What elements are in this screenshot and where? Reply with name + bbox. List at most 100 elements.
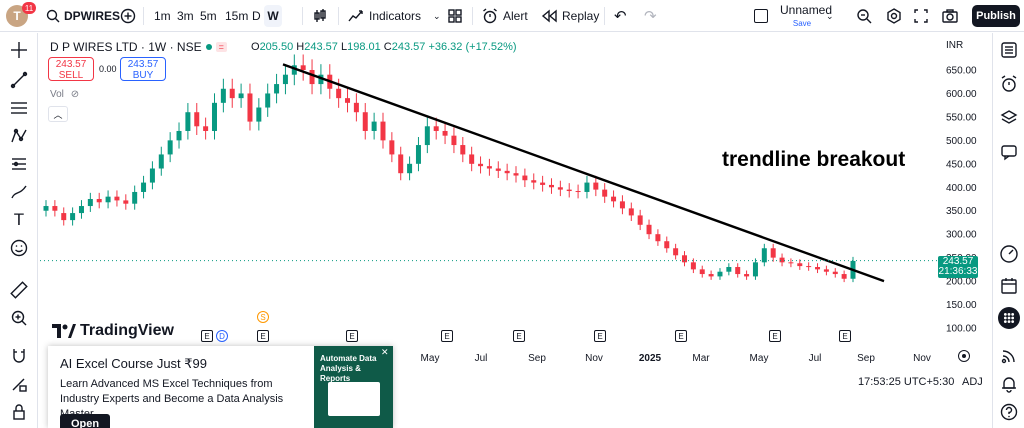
currency-label[interactable]: INR [946,40,964,51]
emoji-tool[interactable] [8,237,30,259]
fullscreen-button[interactable] [914,0,928,32]
ad-open-button[interactable]: Open [60,414,110,428]
streams-button[interactable] [998,345,1020,367]
time-tick-label: Sep [857,353,875,364]
ad-image[interactable]: Automate Data Analysis & Reports [314,346,393,428]
alert-button[interactable]: Alert [482,0,528,32]
plus-circle-icon [120,8,136,24]
undo-icon: ↶ [614,8,627,25]
symbol-legend[interactable]: D P WIRES LTD · 1W · NSE = [50,40,227,54]
interval-w[interactable]: W [264,5,282,27]
help-icon [1000,403,1018,421]
split-marker[interactable]: S [257,311,269,323]
pattern-tool[interactable] [8,125,30,147]
ruler-tool[interactable] [8,279,30,301]
ad-close-icon[interactable]: ✕ [381,347,389,357]
tradingview-logo[interactable]: TradingView [52,322,174,340]
collapse-legend-button[interactable]: ︿ [48,106,68,122]
candle-body [761,248,767,263]
clock-timezone[interactable]: 17:53:25 UTC+5:30 [858,376,955,388]
calendar-button[interactable] [998,275,1020,297]
candle-body [699,269,705,275]
checkbox-icon [754,9,768,23]
layers-button[interactable] [998,107,1020,129]
trendline-tool[interactable] [8,69,30,91]
price-tick-label: 650.00 [946,66,977,77]
sponsored-ad[interactable]: AI Excel Course Just ₹99 Learn Advanced … [48,346,393,428]
candle-body [637,215,643,225]
interval-3m[interactable]: 3m [177,9,194,23]
volume-legend[interactable]: Vol ⊘ [50,89,79,100]
lock-drawing-tool[interactable] [8,373,30,395]
buy-button[interactable]: 243.57 BUY [120,57,166,81]
earnings-marker[interactable]: E [594,330,606,342]
candle-body [61,213,67,221]
layout-checkbox[interactable] [754,0,768,32]
eye-slash-icon[interactable]: ⊘ [70,89,80,100]
measure-tool[interactable] [8,153,30,175]
zoom-tool[interactable] [8,307,30,329]
redo-icon: ↷ [644,8,657,25]
undo-button[interactable]: ↶ [614,0,627,32]
low-label: L [340,41,348,53]
interval-15m[interactable]: 15m [225,9,249,23]
earnings-marker[interactable]: E [257,330,269,342]
layout-save-status: Save [792,19,812,28]
brush-tool[interactable] [8,181,30,203]
interval-d[interactable]: D [252,9,261,23]
publish-button[interactable]: Publish [972,5,1020,27]
lock-tool[interactable] [8,401,30,423]
earnings-marker[interactable]: E [675,330,687,342]
chart-annotation-text[interactable]: trendline breakout [722,148,906,171]
indicators-button[interactable]: Indicators ⌄ [348,0,441,32]
layouts-button[interactable] [448,0,462,32]
redo-button[interactable]: ↷ [644,0,657,32]
interval-5m[interactable]: 5m [200,9,217,23]
sell-button[interactable]: 243.57 SELL [48,57,94,81]
candle-body [353,102,359,113]
settings-button[interactable] [886,0,902,32]
adj-toggle[interactable]: ADJ [962,376,983,388]
earnings-marker[interactable]: E [201,330,213,342]
earnings-marker[interactable]: E [346,330,358,342]
earnings-marker[interactable]: E [513,330,525,342]
earnings-marker[interactable]: E [441,330,453,342]
right-toolbar [992,33,1024,428]
snapshot-button[interactable] [942,0,958,32]
candle-body [557,187,563,190]
chart-type-button[interactable] [312,0,328,32]
performance-button[interactable] [998,243,1020,265]
earnings-marker[interactable]: E [769,330,781,342]
candle-body [841,274,847,279]
text-tool[interactable]: T [8,209,30,231]
candle-body [70,213,76,221]
axis-settings-button[interactable] [958,350,970,362]
apps-button[interactable] [998,307,1020,329]
add-symbol-button[interactable] [120,0,136,32]
layout-menu-button[interactable]: ⌄ [826,0,834,32]
indicators-label: Indicators [369,9,422,23]
dividend-marker[interactable]: D [216,330,228,342]
replay-button[interactable]: Replay [541,0,599,32]
alerts-panel-button[interactable] [998,73,1020,95]
trend-line-icon [10,71,28,89]
symbol-search[interactable]: DPWIRES [46,0,120,32]
candle-body [619,201,625,209]
help-button[interactable] [998,401,1020,423]
horizontal-lines-tool[interactable] [8,97,30,119]
trendline-drawing[interactable] [282,63,885,283]
text-icon: T [13,210,25,229]
quick-search-button[interactable] [856,0,872,32]
crosshair-tool[interactable] [8,39,30,61]
open-value: 205.50 [259,41,294,53]
interval-1m[interactable]: 1m [154,9,171,23]
magnet-tool[interactable] [8,345,30,367]
notifications-button[interactable] [998,373,1020,395]
layout-name[interactable]: Unnamed Save [780,4,832,30]
watchlist-button[interactable] [998,39,1020,61]
magnet-icon [13,349,25,363]
earnings-marker[interactable]: E [839,330,851,342]
candle-body [442,130,448,136]
chat-button[interactable] [998,141,1020,163]
